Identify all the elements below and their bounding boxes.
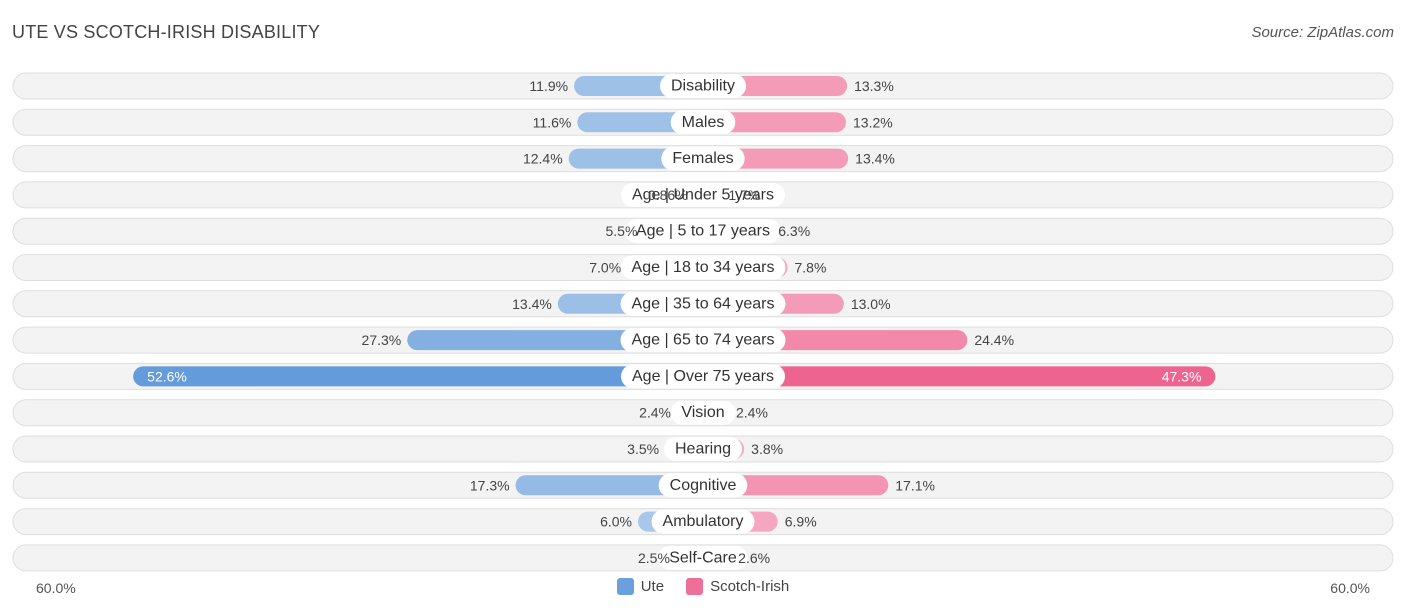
value-label-ute: 27.3% (362, 332, 402, 348)
category-label: Disability (671, 78, 735, 95)
value-label-scotch-irish: 6.3% (778, 223, 810, 239)
value-label-ute: 52.6% (147, 368, 187, 384)
legend-swatch-ute (616, 578, 634, 595)
category-label: Cognitive (670, 477, 737, 494)
value-label-scotch-irish: 7.8% (795, 260, 827, 276)
category-label: Males (682, 114, 725, 131)
category-label: Age | Over 75 years (632, 368, 774, 385)
chart-source: Source: ZipAtlas.com (1251, 24, 1394, 41)
category-label: Vision (681, 404, 724, 421)
category-label: Age | 35 to 64 years (632, 295, 775, 312)
category-label-pill (651, 509, 755, 534)
category-label-pill (670, 400, 736, 425)
category-label-pill (624, 219, 782, 244)
diverging-bar-chart: Disability 11.9% 13.3% Males 11.6% 13.2% Femal… (12, 72, 1394, 572)
category-label-pill (620, 328, 786, 353)
category-label: Self-Care (669, 549, 737, 566)
value-label-scotch-irish: 13.2% (853, 114, 893, 130)
category-label-pill (661, 146, 745, 171)
chart-title: UTE VS SCOTCH-IRISH DISABILITY (12, 22, 321, 42)
category-label-pill (658, 473, 748, 498)
value-label-ute: 6.0% (600, 514, 632, 530)
category-label-pill (670, 110, 736, 135)
category-label: Hearing (675, 441, 731, 458)
category-label: Age | 5 to 17 years (636, 223, 770, 240)
value-label-ute: 3.5% (627, 441, 659, 457)
category-label: Ambulatory (663, 513, 744, 530)
value-label-ute: 11.9% (529, 78, 568, 94)
bar-scotch-irish (693, 366, 1216, 387)
category-label: Age | 65 to 74 years (632, 332, 775, 349)
legend: Ute Scotch-Irish (0, 578, 1406, 595)
value-label-scotch-irish: 17.1% (895, 477, 935, 493)
legend-item-scotch-irish: Scotch-Irish (686, 578, 789, 595)
legend-label-ute: Ute (640, 578, 665, 595)
category-label: Females (672, 150, 733, 167)
value-label-ute: 0.86% (648, 187, 688, 203)
value-label-scotch-irish: 1.7% (728, 187, 760, 203)
value-label-scotch-irish: 13.3% (854, 78, 894, 94)
value-label-ute: 2.4% (639, 405, 671, 421)
value-label-ute: 13.4% (512, 296, 552, 312)
value-label-scotch-irish: 2.4% (736, 405, 768, 421)
value-label-scotch-irish: 13.0% (851, 296, 891, 312)
legend-swatch-scotch-irish (686, 578, 704, 595)
value-label-ute: 12.4% (523, 151, 563, 167)
value-label-ute: 2.5% (638, 550, 670, 566)
value-label-ute: 17.3% (470, 477, 510, 493)
category-label-pill (620, 182, 786, 207)
category-label-pill (663, 437, 743, 461)
axis-left-label: 60.0% (36, 580, 76, 596)
value-label-scotch-irish: 13.4% (855, 151, 895, 167)
legend-item-ute: Ute (616, 578, 665, 595)
legend-label-scotch-irish: Scotch-Irish (710, 578, 790, 595)
category-label-pill (620, 255, 786, 280)
category-label-pill (658, 545, 748, 570)
category-label: Age | 18 to 34 years (632, 259, 775, 276)
value-label-scotch-irish: 2.6% (738, 550, 770, 566)
value-label-scotch-irish: 47.3% (1162, 368, 1202, 384)
category-label: Age | Under 5 years (632, 186, 774, 203)
value-label-scotch-irish: 6.9% (785, 514, 817, 530)
category-label-pill (620, 291, 786, 316)
bar-ute (133, 366, 713, 387)
value-label-ute: 5.5% (605, 223, 637, 239)
value-label-scotch-irish: 24.4% (974, 332, 1014, 348)
category-label-pill (659, 74, 747, 98)
value-label-ute: 11.6% (533, 114, 572, 130)
value-label-scotch-irish: 3.8% (751, 441, 783, 457)
axis-right-label: 60.0% (1330, 580, 1370, 596)
category-label-pill (621, 364, 785, 389)
value-label-ute: 7.0% (589, 260, 621, 276)
